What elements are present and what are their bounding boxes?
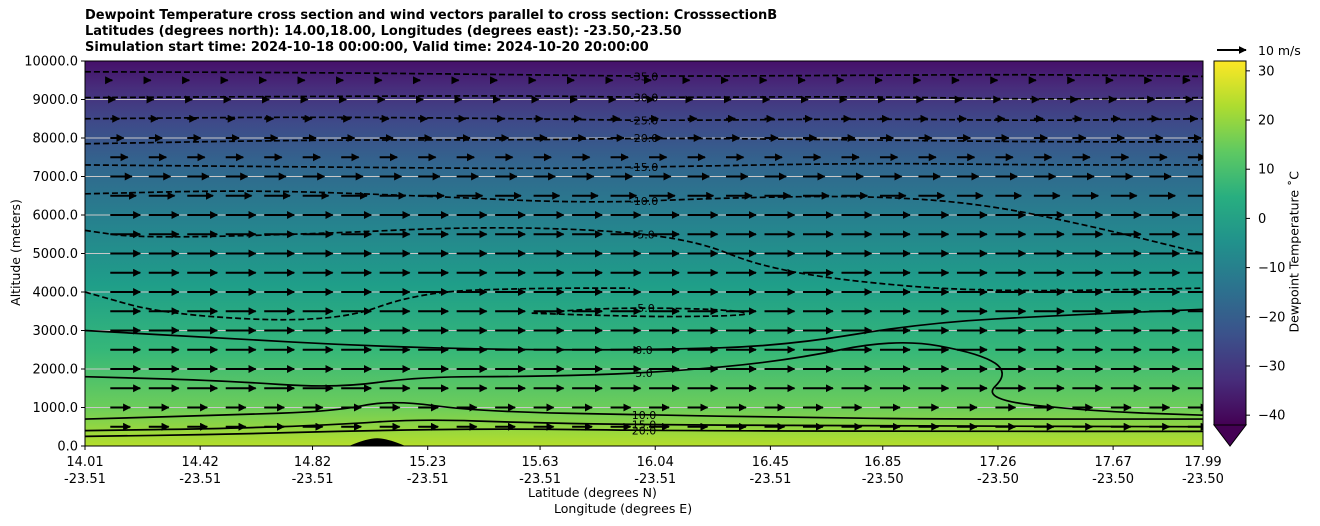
chart-title-line-1: Dewpoint Temperature cross section and w…	[85, 8, 778, 23]
y-tick-label: 4000.0	[33, 286, 79, 301]
contour-line	[85, 70, 1203, 78]
contour-line	[85, 341, 1203, 417]
chart-title-line-2: Latitudes (degrees north): 14.00,18.00, …	[85, 24, 682, 39]
x-tick-label-lat: 17.26	[979, 455, 1016, 470]
x-tick-label-lat: 17.99	[1184, 455, 1221, 470]
x-tick-label-lon: -23.51	[292, 472, 334, 487]
colorbar-frame	[1213, 60, 1247, 426]
contour-line	[85, 190, 1203, 255]
x-tick-label-lon: -23.51	[64, 472, 106, 487]
x-tick-label-lon: -23.50	[1092, 472, 1134, 487]
y-tick-label: 1000.0	[33, 401, 79, 416]
x-tick-label-lon: -23.50	[1182, 472, 1224, 487]
axes: 0.0 1000.0 2000.0 3000.0 4000.0 5000.0 6000.0 7…	[24, 55, 1224, 488]
y-tick-label: 0.0	[57, 440, 78, 455]
plot-contents: -35.0 -30.0 -25.0 -20.0 -15.0 -10.0 -5.0 -5.0 0.…	[85, 70, 1203, 446]
contour-line	[85, 137, 1203, 145]
contour-label: -30.0	[630, 91, 658, 104]
contour-line	[85, 419, 1203, 432]
contour-line	[85, 428, 1203, 438]
x-axis-label-longitude: Longitude (degrees E)	[554, 501, 693, 516]
x-tick-label-lon: -23.51	[519, 472, 561, 487]
terrain-shape	[349, 438, 406, 446]
x-tick-label-lon: -23.51	[407, 472, 449, 487]
x-axis-label-latitude: Latitude (degrees N)	[528, 485, 657, 500]
contour-line	[85, 162, 1203, 170]
contour-label: 10.0	[632, 409, 657, 422]
colorbar-tick-label: 30	[1258, 64, 1275, 79]
colorbar-tick-label: −20	[1258, 310, 1285, 325]
chart-title-line-3: Simulation start time: 2024-10-18 00:00:…	[85, 40, 649, 55]
colorbar-tick-label: −30	[1258, 359, 1285, 374]
contour-line	[85, 116, 1203, 122]
x-tick-label-lat: 16.45	[752, 455, 789, 470]
x-tick-label-lat: 14.42	[182, 455, 219, 470]
quiver-key-label: 10 m/s	[1258, 43, 1301, 58]
y-tick-label: 5000.0	[33, 247, 79, 262]
x-tick-label-lon: -23.50	[862, 472, 904, 487]
contour-lines: -35.0 -30.0 -25.0 -20.0 -15.0 -10.0 -5.0 -5.0 0.…	[85, 70, 1203, 438]
y-tick-label: 10000.0	[24, 55, 78, 70]
x-tick-label-lon: -23.51	[179, 472, 221, 487]
y-tick-label: 8000.0	[33, 132, 79, 147]
y-axis-label: Altitude (meters)	[7, 199, 23, 306]
contour-label: -15.0	[630, 161, 658, 174]
contour-line	[85, 287, 630, 321]
colorbar-body	[1214, 61, 1246, 425]
y-tick-label: 7000.0	[33, 170, 79, 185]
contour-label: 0.0	[635, 344, 653, 357]
contour-line	[85, 95, 1203, 100]
x-tick-label-lat: 15.23	[409, 455, 446, 470]
contour-line	[85, 401, 1203, 420]
y-tick-label: 9000.0	[33, 93, 79, 108]
x-tick-label-lat: 16.04	[637, 455, 674, 470]
contour-label: 20.0	[632, 424, 657, 437]
contour-label: 5.0	[635, 367, 653, 380]
contour-label: 15.0	[632, 419, 657, 432]
x-tick-label-lat: 15.63	[521, 455, 558, 470]
x-tick-label-lat: 14.01	[66, 455, 103, 470]
y-tick-label: 6000.0	[33, 209, 79, 224]
colorbar-tick-label: −40	[1258, 409, 1285, 424]
contour-label: -10.0	[630, 195, 658, 208]
plot-area: -35.0 -30.0 -25.0 -20.0 -15.0 -10.0 -5.0 -5.0 0.…	[85, 61, 1203, 446]
colorbar-tick-label: 10	[1258, 163, 1275, 178]
x-tick-label-lat: 17.67	[1095, 455, 1132, 470]
colorbar: 30 20 10 0 −10 −20 −30 −40	[1212, 46, 1285, 447]
colorbar-label: Dewpoint Temperature ˚C	[1286, 170, 1302, 333]
x-tick-label-lat: 14.82	[294, 455, 331, 470]
colorbar-extend-triangle	[1212, 424, 1248, 447]
contour-label: -20.0	[630, 132, 658, 145]
y-tick-label: 3000.0	[33, 324, 79, 339]
contour-label: -25.0	[630, 115, 658, 128]
y-tick-label: 2000.0	[33, 363, 79, 378]
x-tick-label-lon: -23.50	[977, 472, 1019, 487]
contour-line	[85, 308, 1203, 351]
x-tick-label-lon: -23.51	[749, 472, 791, 487]
colorbar-tick-label: 20	[1258, 114, 1275, 129]
x-tick-label-lat: 16.85	[864, 455, 901, 470]
colorbar-tick-label: −10	[1258, 261, 1285, 276]
contour-label: -5.0	[633, 228, 654, 241]
x-tick-label-lon: -23.51	[634, 472, 676, 487]
contour-label: -35.0	[630, 70, 658, 83]
contour-label: -5.0	[633, 302, 654, 315]
contour-line	[85, 226, 1203, 292]
contour-line	[531, 307, 747, 318]
colorbar-tick-label: 0	[1258, 212, 1266, 227]
